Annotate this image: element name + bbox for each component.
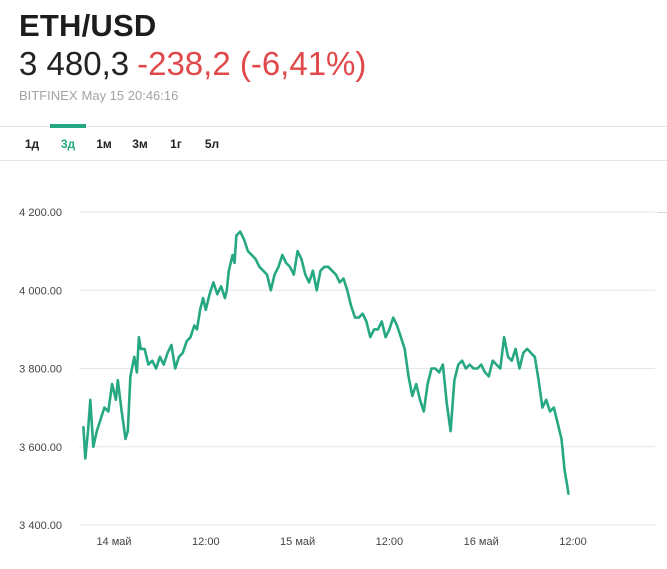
x-tick-label: 12:00 (192, 536, 220, 548)
x-tick-label: 16 май (464, 536, 499, 548)
quote-header: ETH/USD 3 480,3 -238,2 (-6,41%) BITFINEX M… (19, 8, 366, 103)
tab-1y[interactable]: 1г (170, 137, 182, 151)
quote-timestamp: May 15 20:46:16 (81, 88, 179, 103)
y-tick-label: 3 400.00 (19, 520, 62, 532)
x-axis: 14 май 12:00 15 май 12:00 16 май 12:00 (96, 536, 586, 548)
quote-line: 3 480,3 -238,2 (-6,41%) (19, 44, 366, 84)
tabs-bottom-divider (0, 160, 667, 161)
x-tick-label: 12:00 (376, 536, 404, 548)
tab-3m[interactable]: 3м (132, 137, 148, 151)
price-line (82, 230, 570, 495)
quote-source: BITFINEX May 15 20:46:16 (19, 88, 366, 103)
tabs-top-divider (0, 126, 667, 127)
y-tick-label: 3 800.00 (19, 364, 62, 376)
exchange-name: BITFINEX (19, 88, 78, 103)
tab-1m[interactable]: 1м (96, 137, 112, 151)
x-tick-label: 15 май (280, 536, 315, 548)
price-change: -238,2 (-6,41%) (137, 45, 367, 82)
tab-1d[interactable]: 1д (24, 137, 40, 151)
x-tick-label: 12:00 (559, 536, 587, 548)
last-price: 3 480,3 (19, 45, 130, 82)
chart-grid (79, 211, 655, 526)
instrument-symbol: ETH/USD (19, 8, 157, 43)
x-tick-label: 14 май (96, 536, 131, 548)
y-axis: 3 400.00 3 600.00 3 800.00 4 000.00 4 200.00 (19, 207, 62, 532)
tab-3d[interactable]: 3д (50, 124, 86, 160)
tab-5y[interactable]: 5л (204, 137, 220, 151)
y-tick-label: 3 600.00 (19, 442, 62, 454)
y-tick-label: 4 000.00 (19, 285, 62, 297)
range-tabs: 1д 3д 1м 3м 1г 5л (14, 124, 230, 160)
chart-edge-marker (657, 212, 667, 213)
y-tick-label: 4 200.00 (19, 207, 62, 219)
